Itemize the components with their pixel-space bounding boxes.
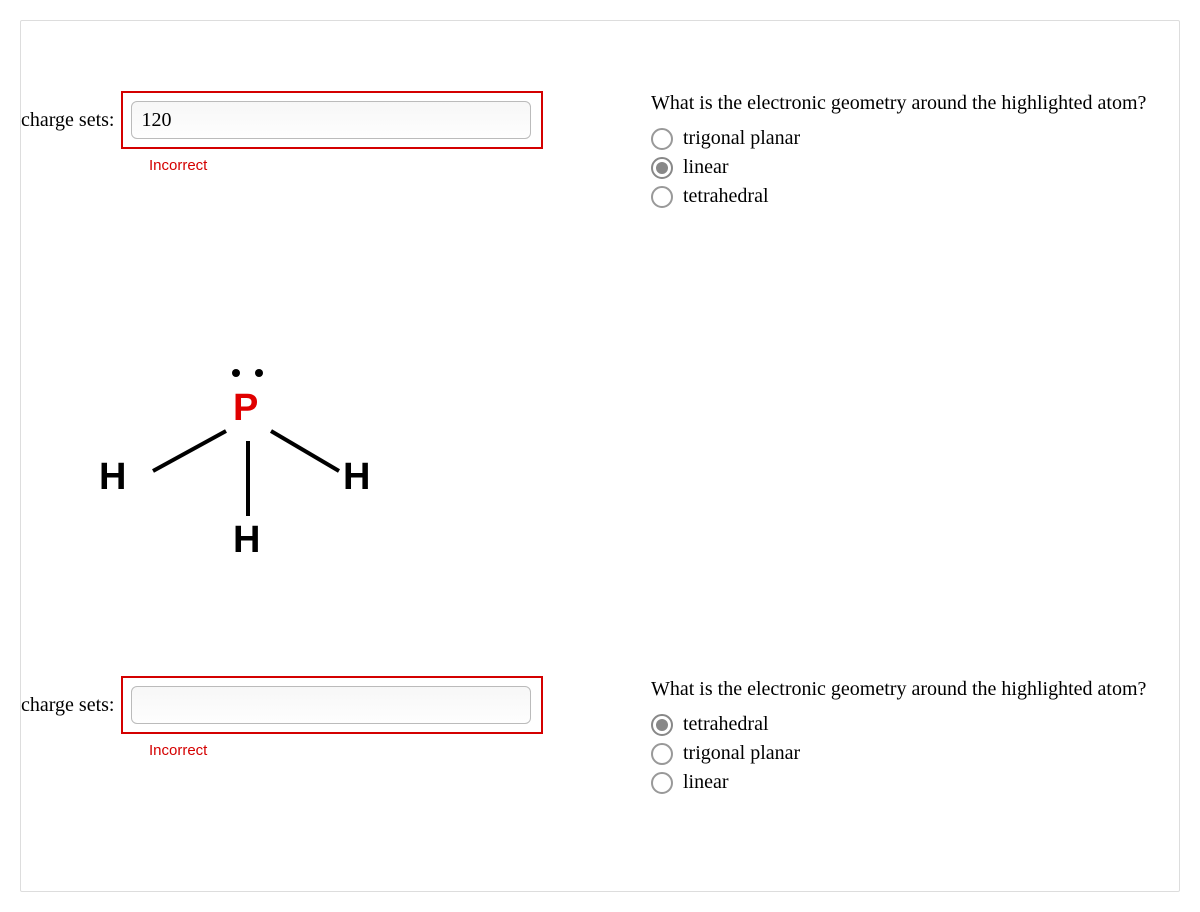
radio-icon: [651, 128, 673, 150]
atom-h-bottom: H: [233, 519, 260, 562]
q1-option-2-label: tetrahedral: [683, 185, 769, 208]
q2-option-2-label: linear: [683, 771, 729, 794]
q2-option-2[interactable]: linear: [651, 771, 1171, 794]
question-canvas: charge sets: Incorrect What is the elect…: [20, 20, 1180, 892]
q1-right: What is the electronic geometry around t…: [651, 85, 1171, 208]
q1-option-1-label: linear: [683, 156, 729, 179]
q2-charge-label: charge sets:: [21, 694, 115, 717]
q2-right: What is the electronic geometry around t…: [651, 671, 1171, 794]
radio-icon: [651, 743, 673, 765]
atom-center: P: [233, 387, 258, 430]
molecule-diagram: P H H H: [81, 351, 381, 611]
atom-h-right: H: [343, 456, 370, 499]
q1-charge-label: charge sets:: [21, 109, 115, 132]
q1-charge-row: charge sets:: [21, 91, 611, 149]
q2-option-0[interactable]: tetrahedral: [651, 713, 1171, 736]
q1-left: charge sets: Incorrect: [21, 91, 611, 174]
q2-left: charge sets: Incorrect: [21, 676, 611, 759]
q1-option-2[interactable]: tetrahedral: [651, 185, 1171, 208]
q2-option-1[interactable]: trigonal planar: [651, 742, 1171, 765]
q2-feedback: Incorrect: [149, 742, 611, 759]
q1-option-0[interactable]: trigonal planar: [651, 127, 1171, 150]
q1-question: What is the electronic geometry around t…: [651, 85, 1171, 121]
radio-icon: [651, 157, 673, 179]
q2-option-1-label: trigonal planar: [683, 742, 800, 765]
radio-icon: [651, 186, 673, 208]
q1-feedback: Incorrect: [149, 157, 611, 174]
q1-option-1[interactable]: linear: [651, 156, 1171, 179]
radio-icon: [651, 714, 673, 736]
q2-charge-row: charge sets:: [21, 676, 611, 734]
q2-option-0-label: tetrahedral: [683, 713, 769, 736]
q1-input-wrap: [121, 91, 543, 149]
q2-question: What is the electronic geometry around t…: [651, 671, 1171, 707]
q1-charge-input[interactable]: [131, 101, 531, 139]
q2-charge-input[interactable]: [131, 686, 531, 724]
atom-h-left: H: [99, 456, 126, 499]
q1-option-0-label: trigonal planar: [683, 127, 800, 150]
q2-input-wrap: [121, 676, 543, 734]
radio-icon: [651, 772, 673, 794]
